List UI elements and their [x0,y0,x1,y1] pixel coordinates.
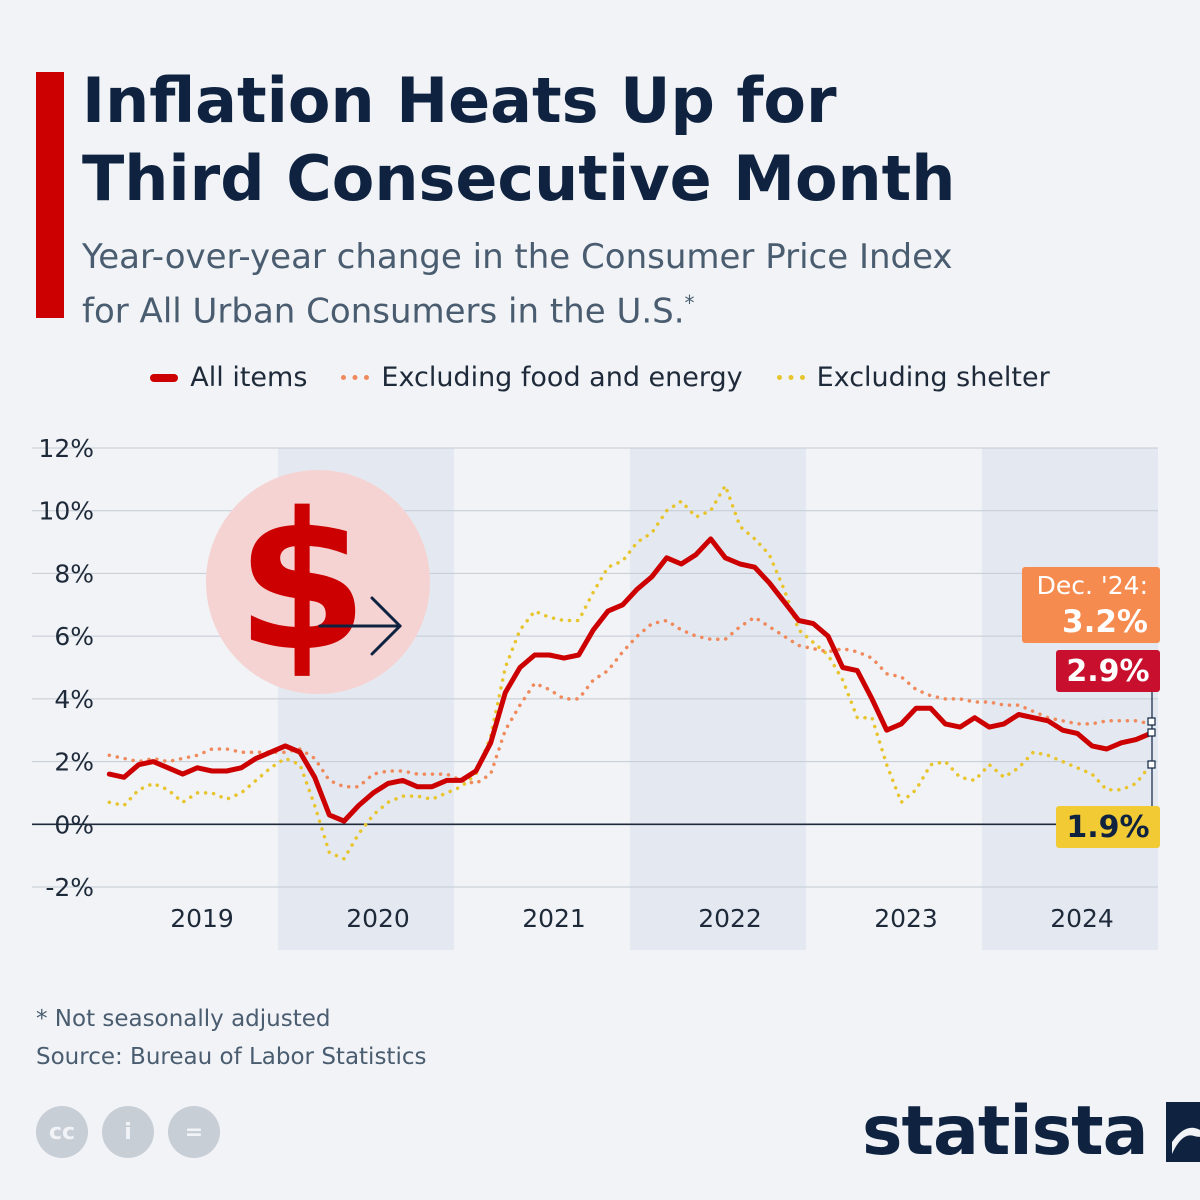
end-marker-ex-shelter [1147,760,1156,769]
legend-label-ex-shelter: Excluding shelter [816,362,1050,393]
legend-item-ex-shelter: Excluding shelter [776,362,1050,393]
end-label-ex-food-energy-head: Dec. '24: [1037,571,1148,600]
statista-wordmark: statista [862,1092,1149,1171]
y-tick-label: 8% [54,559,94,588]
title-line-1: Inflation Heats Up for [82,64,837,137]
end-marker-ex-food-energy [1147,717,1156,726]
end-label-ex-food-energy-box [1022,567,1160,643]
footnote-not-seasonally-adjusted: * Not seasonally adjusted [36,1006,331,1032]
legend-swatch-all-items [150,373,179,382]
y-axis-ticks: -2% 0% 2% 4% 6% 8% 10% 12% [38,434,94,902]
legend-swatch-ex-shelter [776,375,805,380]
dollar-sign-icon: $ [236,472,368,693]
title-accent-bar [36,72,64,318]
page-title: Inflation Heats Up for Third Consecutive… [82,62,1162,218]
source-note: Source: Bureau of Labor Statistics [36,1044,427,1070]
arrow-right-icon [318,596,402,656]
chart-legend: All items Excluding food and energy Excl… [0,362,1200,393]
no-derivatives-icon[interactable]: = [168,1106,220,1158]
cc-icon[interactable]: cc [36,1106,88,1158]
legend-swatch-ex-food-energy [341,375,370,380]
series-line-ex-shelter [107,483,1153,861]
end-label-ex-food-energy-value: 3.2% [1062,604,1148,640]
legend-label-ex-food-energy: Excluding food and energy [381,362,743,393]
license-icons: cc i = [36,1106,220,1158]
y-tick-label: 0% [54,810,94,839]
x-axis-year-labels: 2019 2020 2021 2022 2023 2024 [170,904,1114,933]
y-tick-label: 4% [54,685,94,714]
subtitle: Year-over-year change in the Consumer Pr… [82,234,1162,334]
end-label-ex-shelter-value: 1.9% [1066,810,1149,845]
dollar-circle [206,470,430,694]
end-label-all-items-box [1056,650,1160,692]
dollar-illustration: $ [206,470,430,694]
end-label-ex-shelter: 1.9% [1056,806,1160,848]
x-year-label-2019: 2019 [170,904,234,933]
statista-logo-icon [1165,1102,1200,1162]
series-lines [106,483,1154,861]
subtitle-line-1: Year-over-year change in the Consumer Pr… [82,237,953,277]
legend-label-all-items: All items [190,362,308,393]
statista-brand[interactable]: statista [862,1096,1200,1168]
subtitle-line-2: for All Urban Consumers in the U.S. [82,291,685,332]
series-line-ex-food-energy [107,615,1153,789]
y-tick-label: 10% [38,497,94,526]
legend-item-ex-food-energy: Excluding food and energy [341,362,743,393]
x-year-label-2020: 2020 [346,904,410,933]
y-tick-label: 2% [54,748,94,777]
subtitle-footnote-mark: * [684,291,695,315]
x-year-label-2022: 2022 [698,904,762,933]
end-label-ex-shelter-box [1056,806,1160,848]
y-tick-label: 6% [54,622,94,651]
series-line-all-items [106,536,1154,824]
end-label-ex-food-energy: Dec. '24: 3.2% [1022,567,1160,643]
end-marker-all-items [1147,728,1156,737]
title-line-2: Third Consecutive Month [82,142,956,215]
legend-item-all-items: All items [150,362,307,393]
attribution-icon[interactable]: i [102,1106,154,1158]
x-year-label-2023: 2023 [874,904,938,933]
end-label-all-items: 2.9% [1056,650,1160,692]
x-year-label-2021: 2021 [522,904,586,933]
y-tick-label: 12% [38,434,94,463]
x-year-label-2024: 2024 [1050,904,1114,933]
y-tick-label: -2% [45,873,94,902]
end-label-all-items-value: 2.9% [1066,654,1149,689]
footnotes: * Not seasonally adjusted Source: Bureau… [36,1000,426,1076]
